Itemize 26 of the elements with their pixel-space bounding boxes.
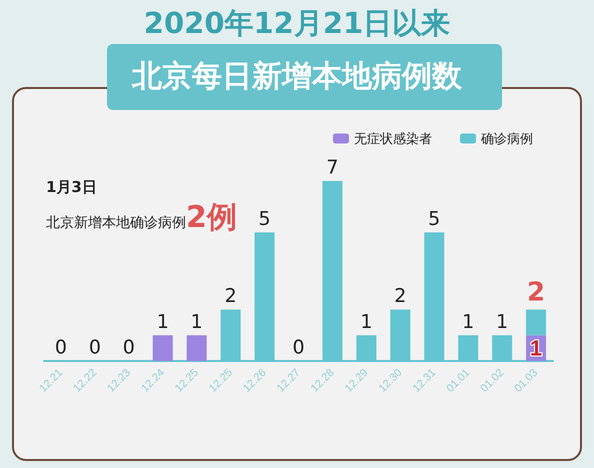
total-label: 2	[526, 278, 546, 308]
legend-label: 确诊病例	[480, 131, 533, 146]
total-label: 0	[54, 336, 68, 358]
total-label: 7	[326, 156, 338, 178]
total-label: 2	[224, 285, 237, 308]
bar	[186, 335, 207, 361]
total-label: 0	[122, 336, 135, 358]
chart-subtitle: 北京每日新增本地病例数	[130, 58, 463, 96]
total-label: 1	[462, 310, 474, 333]
data-label: 1	[530, 336, 542, 361]
legend-label: 无症状感染者	[354, 131, 432, 146]
bar	[526, 310, 546, 336]
total-label: 1	[156, 310, 169, 333]
annotation: 2例	[186, 200, 237, 235]
total-label: 1	[360, 310, 372, 333]
chart-title: 2020年12月21日以来	[142, 5, 452, 42]
total-label: 1	[496, 310, 508, 333]
annotation: 北京新增本地确诊病例	[46, 215, 186, 231]
total-label: 0	[292, 336, 305, 358]
total-label: 2	[394, 285, 406, 308]
total-label: 1	[190, 310, 203, 333]
total-label: 5	[258, 208, 271, 230]
total-label: 5	[428, 208, 440, 230]
annotation: 1月3日	[46, 178, 98, 197]
total-label: 0	[88, 336, 101, 358]
bar	[152, 335, 173, 361]
